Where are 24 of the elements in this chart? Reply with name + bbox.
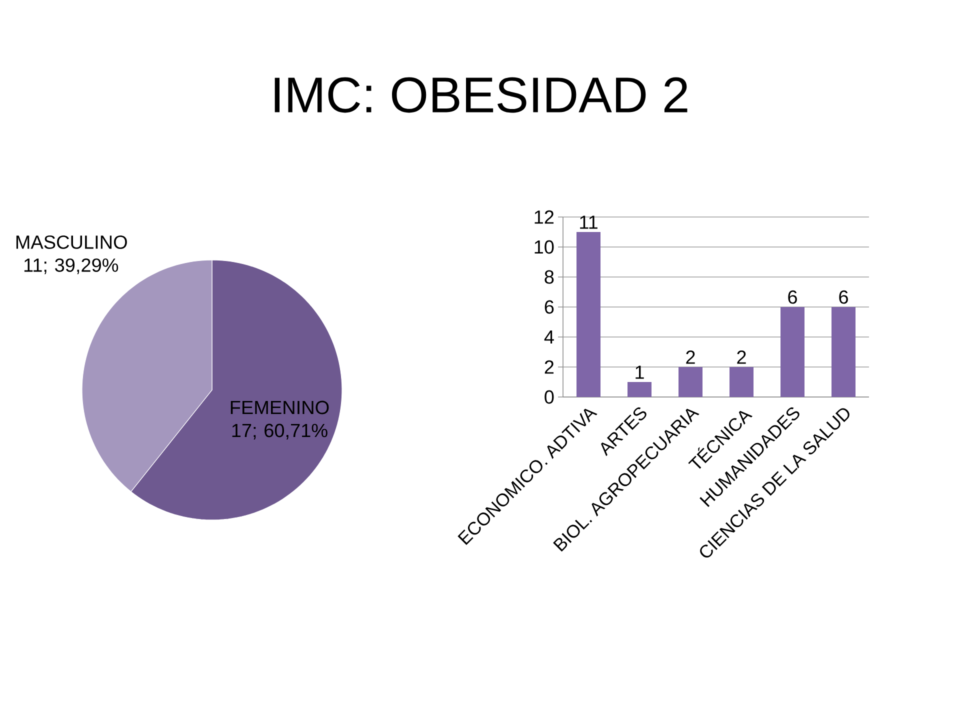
y-tick-label: 6 xyxy=(544,300,554,314)
data-label: 1 xyxy=(636,366,644,379)
bar xyxy=(780,307,805,397)
bar xyxy=(576,232,601,397)
data-label: 2 xyxy=(686,350,695,364)
bar xyxy=(628,382,652,397)
y-tick-label: 0 xyxy=(544,390,554,404)
data-label: 6 xyxy=(788,290,797,304)
bar xyxy=(730,366,754,397)
slice-label: FEMENINO xyxy=(230,400,329,414)
y-tick-label: 8 xyxy=(544,270,554,284)
y-tick-label: 10 xyxy=(534,240,554,254)
data-label: 11 xyxy=(580,216,598,229)
y-tick-label: 4 xyxy=(544,330,554,344)
y-tick-label: 12 xyxy=(534,210,554,224)
y-tick-label: 2 xyxy=(544,360,554,374)
data-label: 17; 60,71% xyxy=(232,424,328,440)
data-label: 2 xyxy=(737,350,746,364)
data-label: 6 xyxy=(839,290,848,304)
text: IMC: OBESIDAD 2 xyxy=(274,77,688,113)
data-label: 11; 39,29% xyxy=(24,258,118,274)
bar xyxy=(678,366,703,397)
slice-label: MASCULINO xyxy=(16,235,127,249)
bar xyxy=(832,307,856,397)
